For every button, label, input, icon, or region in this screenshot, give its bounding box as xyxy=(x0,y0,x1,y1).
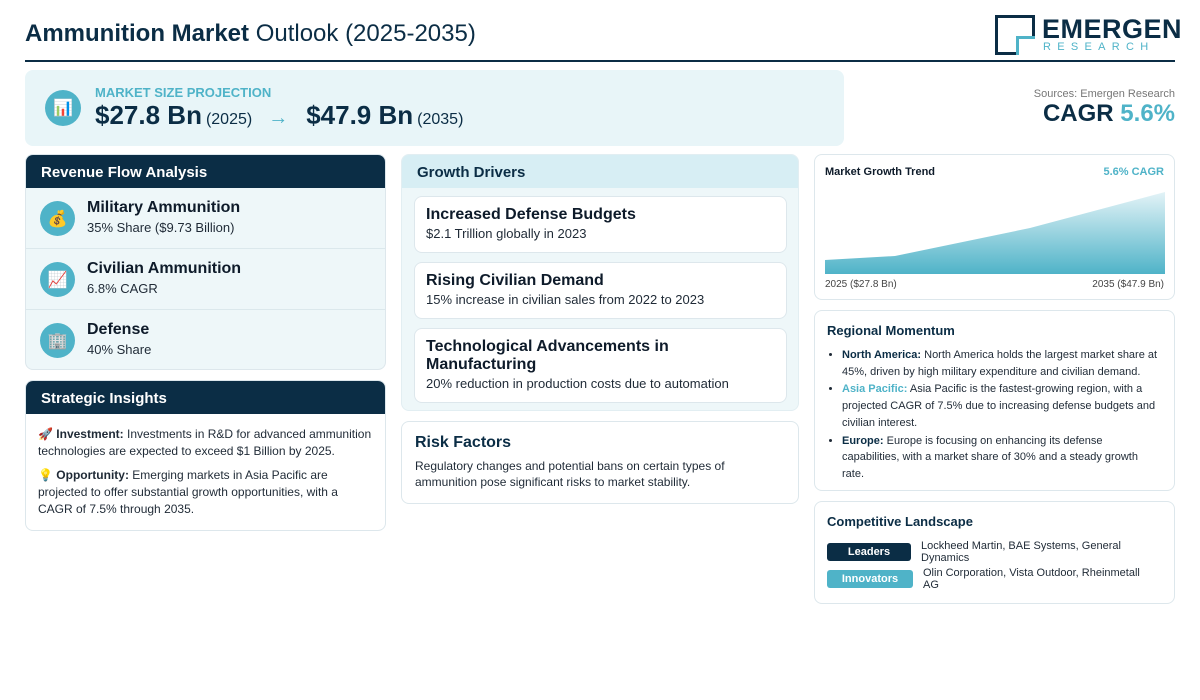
insight-text: Investments in R&D for advanced ammuniti… xyxy=(38,427,372,458)
insight-label: Opportunity: xyxy=(56,468,129,482)
regional-momentum-heading: Regional Momentum xyxy=(827,323,955,338)
driver-item: Rising Civilian Demand 15% increase in c… xyxy=(414,262,787,319)
driver-sub: 15% increase in civilian sales from 2022… xyxy=(426,292,705,307)
trend-chart-icon: 📈 xyxy=(40,262,75,297)
innovators-row: Innovators Olin Corporation, Vista Outdo… xyxy=(827,567,1153,591)
regional-momentum-card: Regional Momentum North America: North A… xyxy=(814,310,1175,491)
end-year: (2035) xyxy=(417,111,464,128)
region-label: North America: xyxy=(842,349,922,361)
logo-sub: RESEARCH xyxy=(1043,41,1155,53)
projection-label: MARKET SIZE PROJECTION xyxy=(95,85,272,100)
revenue-item-title: Civilian Ammunition xyxy=(87,260,242,277)
trend-title: Market Growth Trend xyxy=(825,166,936,178)
cagr-value: 5.6% xyxy=(1120,100,1175,127)
insight-opportunity: 💡 Opportunity: Emerging markets in Asia … xyxy=(38,467,373,518)
insight-text: Emerging markets in Asia Pacific are pro… xyxy=(38,468,338,516)
revenue-flow-card: Revenue Flow Analysis 💰 Military Ammunit… xyxy=(25,154,386,370)
innovators-text: Olin Corporation, Vista Outdoor, Rheinme… xyxy=(923,567,1140,591)
page-header: Ammunition Market Outlook (2025-2035) EM… xyxy=(25,12,1182,62)
bar-chart-icon: 📊 xyxy=(45,90,81,126)
revenue-item-civilian: 📈 Civilian Ammunition 6.8% CAGR xyxy=(26,249,385,310)
revenue-item-sub: 35% Share ($9.73 Billion) xyxy=(87,220,235,235)
region-label: Asia Pacific: xyxy=(842,383,908,396)
trend-end-label: 2035 ($47.9 Bn) xyxy=(1092,279,1164,290)
insights-body: 🚀 Investment: Investments in R&D for adv… xyxy=(26,414,385,518)
competitive-landscape-heading: Competitive Landscape xyxy=(827,514,973,529)
region-label: Europe: xyxy=(842,434,884,447)
risk-factors-card: Risk Factors Regulatory changes and pote… xyxy=(401,421,799,504)
trend-cagr: 5.6% CAGR xyxy=(1103,166,1164,178)
emergen-logo[interactable]: EMERGEN RESEARCH xyxy=(995,14,1182,55)
cagr-headline: CAGR 5.6% xyxy=(1043,100,1175,128)
leaders-row: Leaders Lockheed Martin, BAE Systems, Ge… xyxy=(827,540,1151,564)
trend-area-chart xyxy=(825,192,1165,274)
money-bag-icon: 💰 xyxy=(40,201,75,236)
end-value: $47.9 Bn xyxy=(306,100,414,130)
leaders-badge: Leaders xyxy=(827,543,911,561)
revenue-item-sub: 40% Share xyxy=(87,342,152,357)
competitive-landscape-card: Competitive Landscape Leaders Lockheed M… xyxy=(814,501,1175,604)
revenue-item-title: Defense xyxy=(87,321,150,338)
region-text: Europe is focusing on enhancing its defe… xyxy=(842,434,1138,480)
driver-sub: $2.1 Trillion globally in 2023 xyxy=(426,226,587,241)
driver-item: Increased Defense Budgets $2.1 Trillion … xyxy=(414,196,787,253)
driver-title: Rising Civilian Demand xyxy=(426,272,604,289)
sources-note: Sources: Emergen Research xyxy=(1033,88,1175,100)
logo-mark-icon xyxy=(995,15,1035,55)
risk-factors-heading: Risk Factors xyxy=(415,434,512,451)
strategic-insights-heading: Strategic Insights xyxy=(26,381,385,414)
start-value: $27.8 Bn xyxy=(95,100,202,130)
title-rest: Outlook (2025-2035) xyxy=(255,20,476,47)
start-year: (2025) xyxy=(205,111,253,128)
driver-title: Technological Advancements in Manufactur… xyxy=(426,338,669,373)
insight-label: Investment: xyxy=(56,427,124,441)
logo-name: EMERGEN xyxy=(1042,14,1183,44)
region-asia-pacific: Asia Pacific: Asia Pacific is the fastes… xyxy=(842,381,1162,431)
risk-factors-text: Regulatory changes and potential bans on… xyxy=(415,459,725,489)
insight-investment: 🚀 Investment: Investments in R&D for adv… xyxy=(38,426,373,460)
revenue-item-military: 💰 Military Ammunition 35% Share ($9.73 B… xyxy=(26,188,385,249)
growth-drivers-card: Growth Drivers Increased Defense Budgets… xyxy=(401,154,799,411)
market-size-projection: 📊 MARKET SIZE PROJECTION $27.8 Bn (2025) →… xyxy=(25,70,844,146)
revenue-item-sub: 6.8% CAGR xyxy=(87,281,158,296)
title-bold: Ammunition Market xyxy=(25,20,250,47)
revenue-item-title: Military Ammunition xyxy=(87,199,241,216)
revenue-flow-heading: Revenue Flow Analysis xyxy=(26,155,385,188)
trend-start-label: 2025 ($27.8 Bn) xyxy=(825,279,897,290)
revenue-item-defense: 🏢 Defense 40% Share xyxy=(26,310,385,369)
region-europe: Europe: Europe is focusing on enhancing … xyxy=(842,433,1162,483)
region-text: North America holds the largest market s… xyxy=(842,349,1158,378)
rocket-icon: 🚀 xyxy=(38,427,53,441)
innovators-badge: Innovators xyxy=(827,570,913,588)
driver-title: Increased Defense Budgets xyxy=(426,206,636,223)
market-growth-trend-card: Market Growth Trend 5.6% CAGR 2025 ($27.… xyxy=(814,154,1175,300)
lightbulb-icon: 💡 xyxy=(38,468,53,482)
leaders-text: Lockheed Martin, BAE Systems, General Dy… xyxy=(921,540,1121,564)
region-north-america: North America: North America holds the l… xyxy=(842,347,1162,380)
page-title: Ammunition Market Outlook (2025-2035) xyxy=(25,20,476,48)
projection-values: $27.8 Bn (2025) → $47.9 Bn (2035) xyxy=(95,100,463,131)
cagr-label: CAGR xyxy=(1042,100,1114,127)
strategic-insights-card: Strategic Insights 🚀 Investment: Investm… xyxy=(25,380,386,531)
regional-list: North America: North America holds the l… xyxy=(827,347,1162,483)
arrow-right-icon: → xyxy=(268,107,289,129)
trend-area xyxy=(825,192,1165,274)
driver-sub: 20% reduction in production costs due to… xyxy=(426,376,729,391)
growth-drivers-heading: Growth Drivers xyxy=(402,155,798,188)
driver-item: Technological Advancements in Manufactur… xyxy=(414,328,787,403)
region-text: Asia Pacific is the fastest-growing regi… xyxy=(842,383,1156,429)
building-icon: 🏢 xyxy=(40,323,75,358)
